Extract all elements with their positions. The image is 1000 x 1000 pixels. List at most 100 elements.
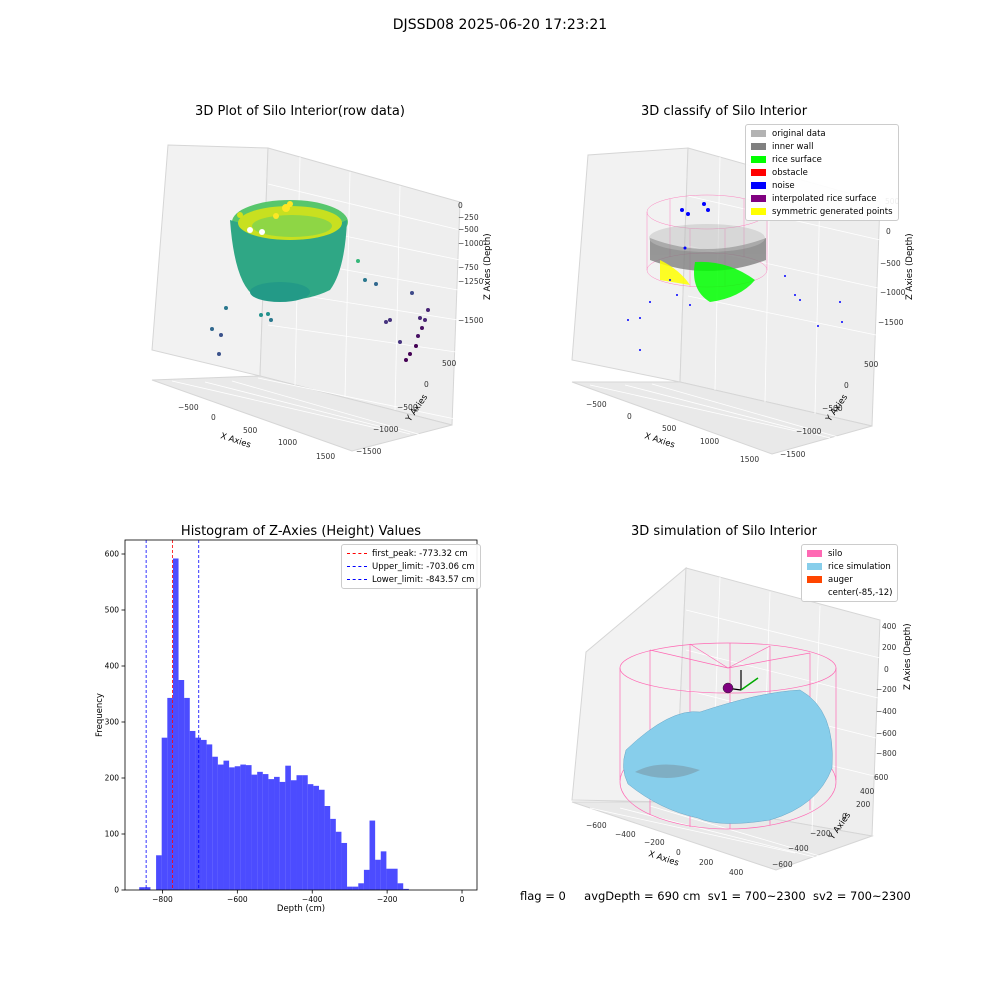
histogram-bar: [302, 775, 308, 890]
histogram-chart[interactable]: −800 −600 −400 −200 0 0 100 200 300 400 500 600 De…: [0, 530, 500, 930]
histogram-bar: [195, 737, 202, 890]
histogram-bar: [279, 781, 286, 890]
raw-outlier-points: [210, 259, 430, 362]
histogram-bar: [189, 730, 196, 890]
histogram-bar: [313, 785, 319, 890]
histogram-bar: [375, 859, 381, 890]
legend-label: obstacle: [772, 167, 808, 178]
histogram-bar: [341, 842, 348, 890]
histogram-x-ticks: −800 −600 −400 −200 0: [152, 890, 465, 904]
classify-ytick: 0: [844, 381, 849, 390]
raw-point-cloud: [230, 200, 348, 302]
legend-line: [347, 579, 367, 580]
legend-entry: Upper_limit: -703.06 cm: [347, 560, 475, 573]
raw-ztick: −1500: [458, 316, 484, 325]
simulation-auger: [722, 670, 759, 694]
simulation-legend: silo rice simulation auger center(-85,-1…: [801, 544, 899, 602]
legend-entry: center(-85,-12): [807, 586, 892, 599]
raw-plot-title: 3D Plot of Silo Interior(row data): [195, 104, 405, 119]
legend-label: silo: [828, 548, 843, 559]
x-tick-label: −200: [377, 895, 398, 904]
simulation-xtick: 0: [676, 848, 681, 857]
simulation-ytick: −200: [810, 829, 831, 838]
simulation-xtick: −200: [644, 838, 665, 847]
simulation-rice-surface: [623, 689, 833, 824]
legend-label: Lower_limit: -843.57 cm: [372, 574, 475, 585]
legend-label: interpolated rice surface: [772, 193, 877, 204]
simulation-ztick: 400: [882, 622, 897, 631]
histogram-bars: [139, 558, 409, 890]
legend-entry: rice simulation: [807, 560, 892, 573]
raw-ytick: −1000: [373, 425, 399, 434]
legend-label: Upper_limit: -703.06 cm: [372, 561, 475, 572]
legend-swatch: [807, 576, 822, 583]
classify-inner-wall: [649, 224, 766, 271]
simulation-xtick: −600: [586, 821, 607, 830]
histogram-bar: [156, 855, 162, 890]
histogram-bar: [285, 765, 291, 890]
raw-ztick: −1250: [458, 277, 484, 286]
raw-ytick: −1500: [356, 447, 382, 456]
classify-rice-surface: [660, 260, 755, 302]
status-footer: flag = 0 avgDepth = 690 cm sv1 = 700~230…: [520, 889, 911, 903]
histogram-bar: [212, 756, 218, 890]
raw-ytick: −500: [397, 403, 418, 412]
classify-noise-points: [627, 202, 843, 351]
histogram-title: Histogram of Z-Axies (Height) Values: [180, 524, 422, 539]
legend-swatch: [807, 589, 822, 596]
simulation-ztick: 200: [882, 643, 897, 652]
legend-entry: Lower_limit: -843.57 cm: [347, 573, 475, 586]
histogram-bar: [324, 806, 331, 890]
legend-swatch: [751, 156, 766, 163]
histogram-bar: [274, 776, 280, 890]
figure-title: DJSSD08 2025-06-20 17:23:21: [392, 17, 608, 33]
raw-ztick: −1000: [458, 239, 484, 248]
histogram-bar: [178, 680, 185, 890]
histogram-bar: [245, 765, 252, 890]
raw-zlabel: Z Axies (Depth): [483, 233, 493, 300]
histogram-bar: [330, 818, 336, 890]
classify-ytick: −1000: [796, 427, 822, 436]
x-tick-label: −800: [152, 895, 173, 904]
histogram-bar: [206, 744, 213, 890]
legend-label: inner wall: [772, 141, 814, 152]
classify-ytick: −1500: [780, 450, 806, 459]
histogram-bar: [144, 887, 151, 890]
simulation-ztick: 0: [884, 665, 889, 674]
flag-value: flag = 0: [520, 889, 566, 903]
histogram-xlabel: Depth (cm): [277, 904, 325, 914]
y-tick-label: 500: [105, 606, 120, 615]
legend-entry: symmetric generated points: [751, 205, 893, 218]
legend-swatch: [751, 195, 766, 202]
histogram-bar: [352, 886, 359, 890]
legend-line: [347, 553, 367, 554]
histogram-legend: first_peak: -773.32 cm Upper_limit: -703…: [341, 544, 481, 589]
y-tick-label: 300: [105, 718, 120, 727]
classify-ztick: 0: [886, 227, 891, 236]
legend-label: center(-85,-12): [828, 587, 893, 598]
avg-depth: avgDepth = 690 cm: [584, 889, 701, 903]
legend-label: noise: [772, 180, 795, 191]
classify-zlabel: Z Axies (Depth): [905, 233, 915, 300]
legend-label: first_peak: -773.32 cm: [372, 548, 468, 559]
simulation-xtick: 400: [729, 868, 744, 877]
classify-legend: original data inner wall rice surface ob…: [745, 124, 899, 221]
simulation-ytick: −400: [788, 844, 809, 853]
simulation-3d-plot[interactable]: −600 −400 −200 0 200 400 −600 −400 −200 …: [500, 540, 1000, 920]
histogram-bar: [223, 760, 230, 890]
histogram-bar: [290, 780, 297, 890]
classify-ztick: −1500: [878, 318, 904, 327]
legend-entry: inner wall: [751, 140, 893, 153]
histogram-bar: [358, 883, 364, 890]
raw-xtick: 1500: [316, 452, 335, 461]
legend-entry: original data: [751, 127, 893, 140]
raw-xtick: −500: [178, 403, 199, 412]
classify-xtick: 1500: [740, 455, 759, 464]
legend-swatch: [751, 130, 766, 137]
legend-label: auger: [828, 574, 853, 585]
raw-3d-plot[interactable]: −500 0 500 1000 1500 −1500 −1000 −500 0 …: [0, 120, 500, 560]
histogram-y-ticks: 0 100 200 300 400 500 600: [105, 550, 125, 895]
histogram-bar: [386, 868, 392, 890]
sv2-range: sv2 = 700~2300: [812, 889, 911, 903]
legend-swatch: [751, 169, 766, 176]
